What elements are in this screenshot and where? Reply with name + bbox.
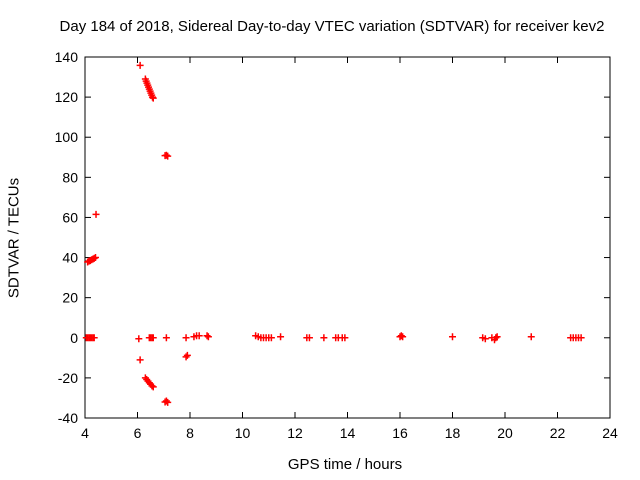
- x-tick-label: 14: [340, 425, 356, 441]
- y-tick-label: -20: [58, 370, 78, 386]
- data-point: [195, 332, 203, 340]
- x-tick-label: 6: [134, 425, 142, 441]
- data-point: [577, 334, 585, 342]
- data-point: [92, 254, 99, 262]
- x-tick-label: 20: [497, 425, 513, 441]
- data-point: [149, 383, 157, 391]
- data-point: [320, 334, 328, 342]
- x-tick-label: 4: [81, 425, 89, 441]
- data-point: [203, 332, 211, 340]
- y-tick-label: 20: [62, 290, 78, 306]
- data-point: [164, 152, 172, 160]
- y-tick-label: -40: [58, 410, 78, 426]
- data-point: [449, 333, 456, 341]
- data-point: [136, 356, 144, 364]
- data-point: [277, 333, 285, 341]
- y-axis-label: SDTVAR / TECUs: [5, 177, 23, 299]
- data-point: [492, 334, 500, 342]
- data-point: [305, 334, 313, 342]
- data-point: [399, 333, 407, 341]
- plot-frame: [84, 56, 611, 419]
- data-point: [397, 332, 405, 340]
- data-point: [148, 382, 156, 390]
- data-point: [341, 334, 349, 342]
- data-point: [148, 93, 156, 101]
- x-tick-label: 10: [235, 425, 251, 441]
- y-tick-label: 140: [55, 49, 79, 65]
- y-tick-label: 80: [62, 169, 78, 185]
- x-tick-label: 18: [445, 425, 461, 441]
- data-point: [267, 334, 275, 342]
- data-point: [183, 351, 191, 359]
- data-point: [149, 94, 157, 102]
- data-points: [82, 61, 585, 406]
- x-tick-label: 24: [602, 425, 618, 441]
- data-point: [90, 254, 98, 262]
- y-tick-label: 100: [55, 129, 79, 145]
- data-point: [527, 333, 535, 341]
- data-point: [135, 335, 143, 343]
- data-point: [90, 334, 98, 342]
- x-tick-label: 22: [550, 425, 566, 441]
- data-point: [182, 353, 190, 361]
- data-point: [204, 333, 212, 341]
- data-point: [162, 397, 170, 405]
- data-point: [162, 334, 170, 342]
- chart-title: Day 184 of 2018, Sidereal Day-to-day VTE…: [59, 18, 605, 35]
- x-tick-label: 16: [392, 425, 408, 441]
- axes: 4 6 8 10 12 14 16 18 20 22 24 -40 -20 0 20 40 60 80 100 120…: [55, 49, 618, 441]
- data-point: [481, 335, 489, 343]
- x-tick-label: 8: [186, 425, 194, 441]
- y-tick-label: 120: [55, 89, 79, 105]
- data-point: [149, 334, 157, 342]
- data-point: [136, 61, 144, 69]
- x-axis-label: GPS time / hours: [287, 456, 403, 473]
- x-tick-label: 12: [287, 425, 303, 441]
- y-tick-label: 40: [62, 250, 78, 266]
- y-tick-label: 0: [70, 330, 78, 346]
- data-point: [182, 334, 190, 342]
- y-tick-label: 60: [62, 209, 78, 225]
- data-point: [164, 398, 172, 406]
- data-point: [92, 210, 100, 218]
- data-point: [493, 333, 501, 341]
